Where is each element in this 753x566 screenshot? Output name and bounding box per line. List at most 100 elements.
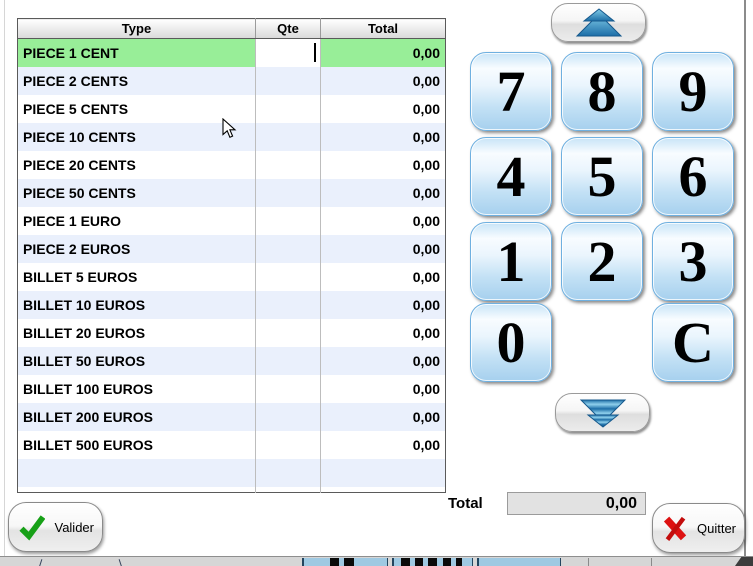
valider-button[interactable]: Valider [8, 502, 103, 552]
empty-cell [320, 486, 446, 493]
cell-total: 0,00 [320, 38, 446, 67]
strip-divider [588, 558, 589, 566]
scroll-up-button[interactable] [551, 3, 646, 42]
cell-total: 0,00 [320, 178, 446, 207]
cell-type[interactable]: BILLET 200 EUROS [17, 402, 256, 431]
table-row[interactable]: BILLET 100 EUROS 0,00 [17, 374, 446, 403]
strip-segment [477, 558, 561, 566]
cell-type[interactable]: PIECE 1 CENT [17, 38, 256, 67]
table-row[interactable]: BILLET 5 EUROS 0,00 [17, 262, 446, 291]
quitter-button[interactable]: Quitter [652, 503, 745, 553]
table-row[interactable]: PIECE 5 CENTS 0,00 [17, 94, 446, 123]
cell-type[interactable]: BILLET 5 EUROS [17, 262, 256, 291]
cell-qte[interactable] [255, 206, 321, 235]
key-0[interactable]: 0 [470, 303, 552, 382]
check-icon [19, 515, 46, 541]
table-row[interactable]: PIECE 2 CENTS 0,00 [17, 66, 446, 95]
cell-total: 0,00 [320, 262, 446, 291]
key-clear[interactable]: C [652, 303, 734, 382]
total-value: 0,00 [605, 495, 637, 512]
table-row[interactable]: PIECE 20 CENTS 0,00 [17, 150, 446, 179]
table-row[interactable]: BILLET 50 EUROS 0,00 [17, 346, 446, 375]
strip-bar [415, 558, 423, 566]
cell-type[interactable]: PIECE 1 EURO [17, 206, 256, 235]
strip-divider [651, 558, 652, 566]
background-window-corner [735, 557, 753, 566]
cell-qte[interactable] [255, 150, 321, 179]
cell-qte[interactable] [255, 178, 321, 207]
cell-qte[interactable] [255, 430, 321, 459]
table-row[interactable]: BILLET 20 EUROS 0,00 [17, 318, 446, 347]
cell-total: 0,00 [320, 234, 446, 263]
empty-cell [255, 486, 321, 493]
cell-total: 0,00 [320, 94, 446, 123]
key-1[interactable]: 1 [470, 222, 552, 301]
cell-type[interactable]: PIECE 50 CENTS [17, 178, 256, 207]
cell-qte[interactable] [255, 346, 321, 375]
table-row[interactable]: PIECE 50 CENTS 0,00 [17, 178, 446, 207]
cell-qte[interactable] [255, 290, 321, 319]
table-row[interactable]: BILLET 10 EUROS 0,00 [17, 290, 446, 319]
cell-type[interactable]: BILLET 100 EUROS [17, 374, 256, 403]
table-header-row: Type Qte Total [17, 18, 446, 39]
cell-type[interactable]: PIECE 20 CENTS [17, 150, 256, 179]
key-6[interactable]: 6 [652, 137, 734, 216]
table-row[interactable]: BILLET 500 EUROS 0,00 [17, 430, 446, 459]
cell-total: 0,00 [320, 122, 446, 151]
cell-qte[interactable] [255, 262, 321, 291]
cell-type[interactable]: BILLET 10 EUROS [17, 290, 256, 319]
panel-left-edge [4, 0, 5, 556]
cell-total: 0,00 [320, 66, 446, 95]
cell-type[interactable]: PIECE 10 CENTS [17, 122, 256, 151]
empty-filler-row [17, 486, 446, 493]
cell-qte[interactable] [255, 38, 321, 67]
total-label: Total [448, 495, 483, 512]
column-header-total: Total [320, 18, 446, 39]
cell-type[interactable]: BILLET 500 EUROS [17, 430, 256, 459]
key-5[interactable]: 5 [561, 137, 643, 216]
valider-label: Valider [54, 519, 94, 535]
scroll-down-button[interactable] [555, 393, 650, 432]
column-header-type: Type [17, 18, 256, 39]
cell-qte[interactable] [255, 94, 321, 123]
table-row[interactable]: PIECE 2 EUROS 0,00 [17, 234, 446, 263]
key-4[interactable]: 4 [470, 137, 552, 216]
cell-total: 0,00 [320, 430, 446, 459]
key-2[interactable]: 2 [561, 222, 643, 301]
cell-qte[interactable] [255, 234, 321, 263]
strip-bar [456, 558, 462, 566]
cell-qte[interactable] [255, 122, 321, 151]
key-8[interactable]: 8 [561, 52, 643, 131]
cell-qte[interactable] [255, 374, 321, 403]
cell-total: 0,00 [320, 346, 446, 375]
table-row[interactable]: BILLET 200 EUROS 0,00 [17, 402, 446, 431]
cell-total: 0,00 [320, 318, 446, 347]
strip-bar [443, 558, 451, 566]
table-row[interactable]: PIECE 1 CENT 0,00 [17, 38, 446, 67]
table-row[interactable]: PIECE 1 EURO 0,00 [17, 206, 446, 235]
cell-total: 0,00 [320, 290, 446, 319]
cell-total: 0,00 [320, 402, 446, 431]
cell-type[interactable]: PIECE 2 EUROS [17, 234, 256, 263]
column-header-qte: Qte [255, 18, 321, 39]
cell-total: 0,00 [320, 206, 446, 235]
cell-qte[interactable] [255, 66, 321, 95]
key-9[interactable]: 9 [652, 52, 734, 131]
cell-total: 0,00 [320, 150, 446, 179]
table-row[interactable]: PIECE 10 CENTS 0,00 [17, 122, 446, 151]
panel-right-edge [744, 0, 746, 556]
cell-qte[interactable] [255, 402, 321, 431]
cell-type[interactable]: PIECE 2 CENTS [17, 66, 256, 95]
strip-bar [330, 558, 339, 566]
cell-type[interactable]: BILLET 20 EUROS [17, 318, 256, 347]
key-3[interactable]: 3 [652, 222, 734, 301]
denominations-table: Type Qte Total PIECE 1 CENT 0,00 PIECE 2 CEN… [17, 18, 446, 493]
cell-qte[interactable] [255, 318, 321, 347]
strip-bar [428, 558, 437, 566]
background-window-strip [0, 556, 753, 566]
cell-type[interactable]: PIECE 5 CENTS [17, 94, 256, 123]
key-7[interactable]: 7 [470, 52, 552, 131]
x-icon [663, 516, 687, 541]
cell-type[interactable]: BILLET 50 EUROS [17, 346, 256, 375]
